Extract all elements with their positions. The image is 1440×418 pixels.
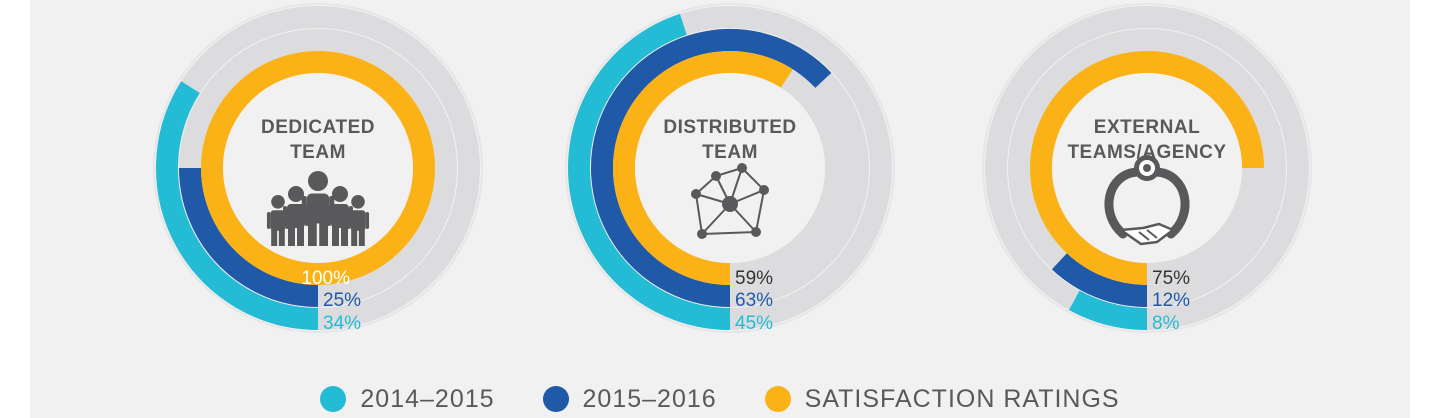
pct-label-sat: 100%: [301, 268, 350, 289]
ring-title-line: TEAM: [290, 142, 346, 163]
arc-y2015: [179, 167, 319, 307]
ring-title-line: TEAM: [702, 142, 758, 163]
arc-sat: [613, 51, 793, 285]
handshake-target-icon: [1104, 155, 1190, 246]
pct-label-y2014: 34%: [323, 313, 361, 334]
legend-item-2014-2015: 2014–2015: [320, 385, 494, 414]
ring-group-3: EXTERNAL TEAMS/AGENCY 75%12%8%: [982, 3, 1312, 334]
arc-sat: [1030, 51, 1264, 285]
arc-y2014: [156, 81, 319, 330]
team-people-icon: [266, 171, 370, 246]
ring-title-line: TEAMS/AGENCY: [1067, 142, 1226, 163]
ring-group-2: DISTRIBUTED TEAM 59%63%45%: [565, 3, 895, 334]
ring-title-line: DEDICATED: [261, 117, 375, 138]
legend-swatch-satisfaction: [764, 386, 791, 412]
pct-label-y2015: 12%: [1152, 290, 1190, 311]
arc-sat: [201, 50, 435, 285]
arc-y2014: [1068, 290, 1148, 330]
pct-label-y2014: 45%: [735, 313, 773, 334]
ring-group-1: DEDICATED TEAM 100%25%34%: [153, 3, 483, 334]
arc-y2014: [568, 13, 731, 330]
pct-label-y2015: 63%: [735, 290, 773, 311]
legend-label-satisfaction: SATISFACTION RATINGS: [804, 384, 1120, 413]
legend-item-2015-2016: 2015–2016: [542, 384, 717, 414]
legend-label-2015-2016: 2015–2016: [582, 384, 717, 413]
ring-title-line: EXTERNAL: [1094, 117, 1200, 138]
pct-label-sat: 75%: [1152, 268, 1190, 289]
pct-label-y2014: 8%: [1152, 313, 1180, 334]
legend-item-satisfaction: SATISFACTION RATINGS: [764, 384, 1120, 414]
ring-center: [223, 73, 413, 263]
ring-title-line: DISTRIBUTED: [663, 117, 796, 138]
network-nodes-icon: [691, 163, 769, 239]
pct-label-sat: 59%: [735, 268, 773, 289]
legend-swatch-2015-2016: [542, 386, 569, 412]
arc-y2015: [1051, 253, 1148, 307]
radial-chart: DEDICATED TEAM 100%25%34% DISTRIBUTED TEAM 59…: [153, 3, 1312, 334]
pct-label-y2015: 25%: [323, 290, 361, 311]
arc-y2015: [591, 29, 832, 307]
legend-swatch-2014-2015: [320, 386, 347, 412]
legend-label-2014-2015: 2014–2015: [360, 384, 495, 413]
ring-center: [635, 73, 825, 263]
legend: 2014–2015 2015–2016 SATISFACTION RATINGS: [0, 380, 1440, 418]
